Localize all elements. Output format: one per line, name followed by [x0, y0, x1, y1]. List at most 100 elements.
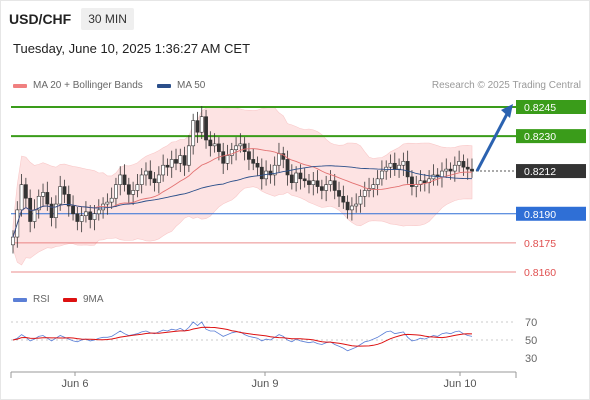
- last-price-badge: [516, 164, 586, 179]
- candle-body-up: [277, 153, 281, 166]
- legend-ma50: MA 50: [157, 80, 205, 91]
- candlesticks: [11, 106, 474, 254]
- candle: [319, 179, 324, 200]
- candle: [431, 164, 436, 186]
- candle: [208, 131, 213, 157]
- ma20-label: MA 20 + Bollinger Bands: [33, 80, 143, 91]
- candle: [199, 106, 204, 140]
- candle-body-up: [238, 143, 243, 147]
- candle-body-up: [118, 174, 123, 185]
- candle: [105, 193, 110, 215]
- rsi-panel: 70 50 30: [11, 317, 537, 365]
- candle: [470, 158, 474, 178]
- timeframe-badge[interactable]: 30 MIN: [81, 8, 134, 30]
- candle-body-down: [465, 166, 470, 170]
- candle: [315, 170, 320, 194]
- candle: [448, 162, 453, 180]
- candle-body-up: [178, 155, 183, 164]
- x-tick-label: Jun 6: [62, 378, 89, 390]
- candle: [354, 193, 359, 213]
- candle: [311, 172, 316, 196]
- candle-body-up: [358, 195, 363, 205]
- candle-body-up: [324, 184, 329, 191]
- candle: [452, 156, 457, 182]
- last-price-label: 0.8212: [524, 166, 556, 178]
- ma20-swatch: [13, 83, 27, 88]
- target-level-label: 0.8230: [524, 131, 556, 143]
- candle-body-up: [229, 149, 234, 156]
- candle: [135, 173, 140, 198]
- candle-body-up: [199, 116, 204, 133]
- candle: [131, 181, 136, 206]
- candle: [221, 142, 226, 174]
- candle-body-up: [388, 162, 393, 168]
- candle-body-up: [36, 195, 41, 211]
- candle-body-down: [242, 143, 247, 152]
- candle-body-up: [53, 203, 58, 218]
- candle-body-down: [148, 170, 153, 180]
- candle-body-down: [461, 161, 466, 168]
- candle: [96, 199, 101, 221]
- candle: [251, 148, 256, 171]
- candle-body-down: [470, 168, 474, 172]
- candle: [49, 197, 54, 227]
- target-level-label: 0.8245: [524, 102, 556, 114]
- candle-body-up: [234, 145, 238, 151]
- candle: [289, 164, 294, 190]
- candle-body-down: [126, 184, 131, 195]
- candle: [144, 162, 148, 186]
- candle-body-down: [422, 180, 427, 184]
- candle-body-up: [431, 174, 436, 180]
- candle-body-down: [307, 180, 311, 185]
- candle-body-down: [165, 164, 170, 168]
- pivot-level-label: 0.8190: [524, 209, 556, 221]
- candle: [247, 142, 251, 171]
- candle: [75, 206, 80, 231]
- candle-body-up: [139, 174, 144, 185]
- pivot-level-badge: [516, 206, 586, 221]
- candle: [66, 185, 71, 217]
- legend-ma20: MA 20 + Bollinger Bands: [13, 80, 143, 91]
- candle: [405, 150, 410, 184]
- candle: [182, 146, 187, 176]
- candle-body-up: [328, 180, 333, 185]
- candle: [238, 133, 243, 153]
- moving-averages: [12, 148, 473, 238]
- candle-body-up: [294, 172, 299, 184]
- candle-body-up: [444, 168, 449, 172]
- candle: [457, 150, 462, 173]
- candle: [337, 181, 341, 207]
- rsi-swatch: [13, 297, 27, 302]
- candle: [122, 164, 127, 192]
- candle: [444, 158, 449, 178]
- candle: [302, 168, 307, 188]
- candle-body-down: [341, 195, 346, 203]
- candle: [255, 156, 260, 176]
- legend-rsi: RSI: [13, 294, 50, 305]
- candle: [324, 175, 329, 202]
- candle-body-up: [96, 209, 101, 215]
- candle-body-up: [311, 180, 316, 185]
- candle: [152, 172, 157, 192]
- candle-body-up: [457, 161, 462, 166]
- candle: [285, 150, 290, 186]
- candle: [341, 185, 346, 209]
- candle: [358, 189, 363, 213]
- candle-body-up: [452, 164, 457, 172]
- support-level-label: 0.8160: [524, 267, 556, 279]
- arrow-shaft: [475, 113, 509, 172]
- candle-body-up: [109, 197, 114, 203]
- candle: [165, 158, 170, 176]
- candle: [161, 154, 166, 182]
- candle: [62, 179, 67, 204]
- candle-body-down: [62, 186, 67, 195]
- candle-body-up: [212, 143, 217, 147]
- level-labels: 0.8245 0.8230 0.8212 0.8190 0.8175 0.8160: [516, 100, 586, 279]
- candle-body-down: [315, 180, 320, 187]
- candle-body-down: [302, 178, 307, 182]
- candle-body-up: [354, 203, 359, 207]
- candle: [422, 173, 427, 192]
- candle: [88, 205, 93, 229]
- candle-body-up: [169, 159, 174, 168]
- candle-body-down: [75, 213, 80, 222]
